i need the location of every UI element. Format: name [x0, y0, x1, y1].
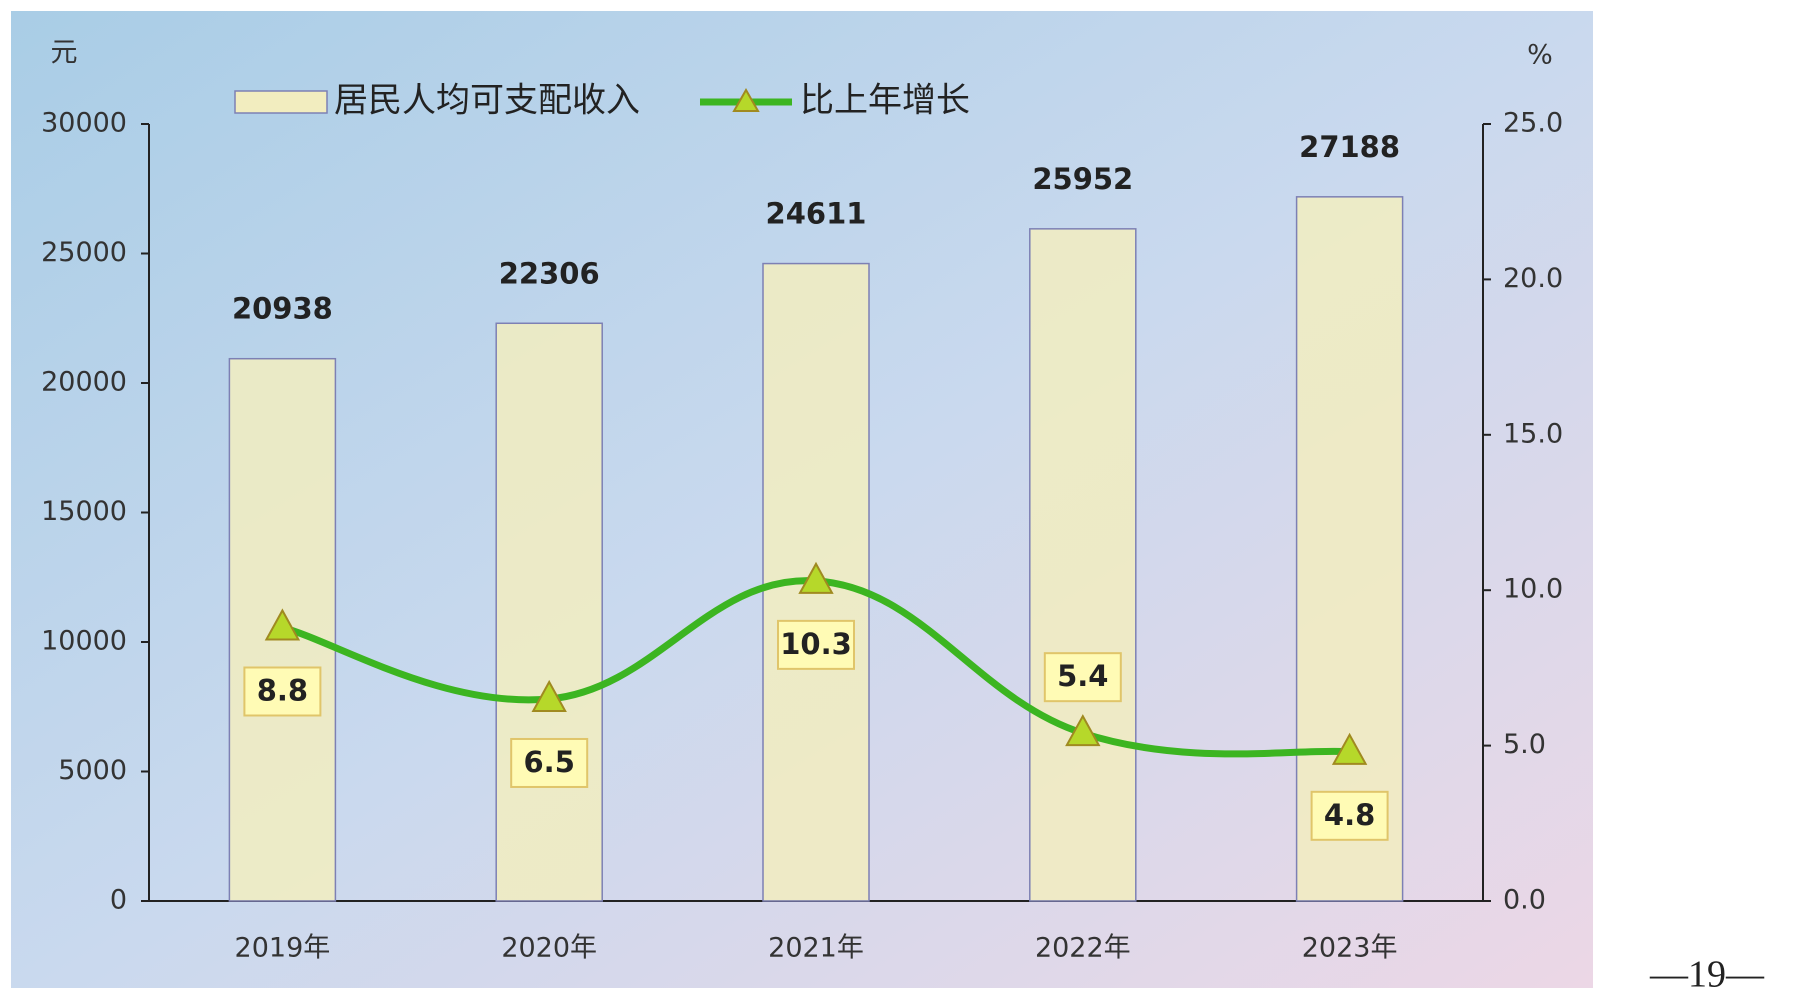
bar	[1029, 228, 1137, 902]
y2-tick-label: 25.0	[1503, 108, 1563, 139]
line-value-label: 10.3	[780, 627, 852, 661]
value-label-box	[1043, 652, 1122, 703]
y2-unit: %	[1527, 40, 1553, 71]
y-tick-label: 30000	[41, 108, 127, 139]
x-tick-label: 2022年	[1035, 933, 1131, 964]
legend-swatch-marker	[732, 87, 760, 112]
line-value-label: 5.4	[1057, 659, 1108, 693]
line-marker	[531, 679, 567, 712]
y-tick-label: 10000	[41, 626, 127, 657]
bar-value-label: 24611	[766, 197, 867, 231]
line-marker	[264, 608, 301, 641]
line-marker	[1331, 732, 1368, 765]
line-marker	[798, 561, 834, 594]
x-tick-label: 2023年	[1302, 933, 1398, 964]
line-value-label: 4.8	[1324, 798, 1375, 832]
line-marker	[1065, 714, 1101, 747]
value-label-box	[1310, 790, 1389, 841]
x-tick-label: 2020年	[501, 933, 597, 964]
bar	[1295, 196, 1404, 902]
x-tick-label: 2019年	[235, 933, 331, 964]
legend-swatch-bar	[234, 90, 328, 114]
bar-value-label: 27188	[1299, 130, 1400, 164]
value-label-box	[777, 619, 855, 670]
y-tick-label: 15000	[41, 496, 127, 527]
page-number: —19—	[1649, 954, 1765, 994]
y2-tick-label: 15.0	[1503, 418, 1563, 449]
y-tick-label: 0	[110, 885, 127, 916]
bar	[495, 322, 603, 902]
y-tick-label: 20000	[41, 367, 127, 398]
x-tick-label: 2021年	[768, 933, 864, 964]
y2-tick-label: 10.0	[1503, 574, 1563, 605]
y-tick-label: 5000	[58, 755, 127, 786]
value-label-box	[243, 666, 322, 717]
legend-label: 比上年增长	[800, 81, 970, 121]
legend-label: 居民人均可支配收入	[334, 81, 640, 121]
line-value-label: 8.8	[257, 673, 308, 707]
y2-tick-label: 5.0	[1503, 729, 1546, 760]
y-tick-label: 25000	[41, 237, 127, 268]
value-label-box	[510, 737, 589, 788]
line-value-label: 6.5	[524, 745, 575, 779]
y2-tick-label: 0.0	[1503, 885, 1546, 916]
bar-value-label: 22306	[499, 256, 600, 290]
bar-value-label: 20938	[232, 292, 333, 326]
bar-value-label: 25952	[1032, 162, 1133, 196]
y2-tick-label: 20.0	[1503, 263, 1563, 294]
y-unit: 元	[51, 38, 78, 69]
